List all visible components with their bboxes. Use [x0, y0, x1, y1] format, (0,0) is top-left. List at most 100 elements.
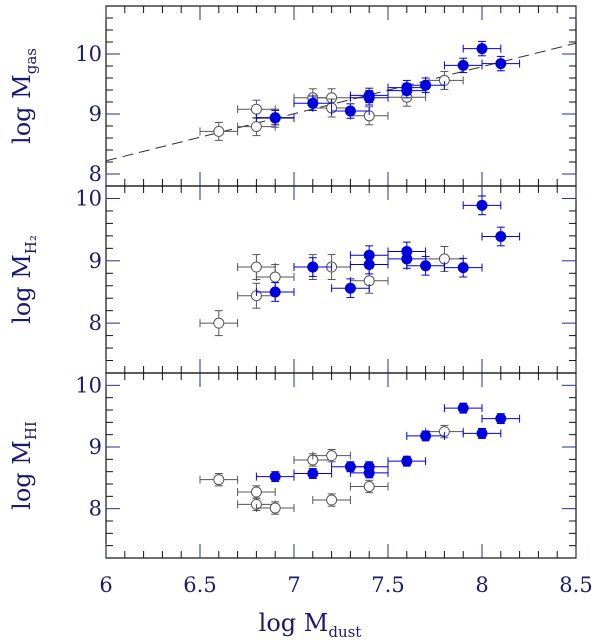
marker-open [269, 271, 281, 283]
data-point [255, 501, 295, 515]
marker-filled [457, 59, 469, 71]
y-tick-label: 8 [89, 162, 102, 186]
y-axis-title-main: log M [8, 254, 36, 324]
panel-bottom: 8 9 10 log MHI [8, 372, 577, 559]
data-point [312, 493, 351, 507]
data-area [106, 40, 576, 162]
panel-top: 8 9 10 log Mgas [8, 5, 577, 187]
marker-filled [363, 89, 375, 101]
panel-frame [105, 372, 577, 559]
data-point [199, 473, 239, 487]
data-point [387, 455, 427, 467]
marker-filled [401, 245, 413, 257]
marker-filled [495, 413, 507, 425]
y-axis-title: log MHI [8, 421, 40, 510]
series-filled [255, 402, 521, 483]
marker-open [250, 486, 262, 498]
x-tick-label: 8 [475, 573, 488, 597]
y-axis-title: log Mgas [8, 48, 40, 144]
data-point [331, 278, 370, 299]
data-point [237, 485, 276, 499]
series-filled [255, 195, 521, 302]
marker-open [326, 450, 338, 462]
marker-open [269, 502, 281, 514]
data-point [462, 195, 502, 216]
data-point [349, 461, 389, 473]
data-point [349, 87, 389, 104]
data-point [387, 241, 427, 262]
marker-filled [420, 79, 432, 91]
marker-filled [344, 105, 356, 117]
data-point [293, 468, 333, 480]
data-point [255, 264, 295, 290]
y-tick-label: 9 [89, 102, 102, 126]
marker-open [250, 121, 262, 133]
x-tick-label: 7.5 [371, 573, 404, 597]
x-tick-label: 8.5 [559, 573, 592, 597]
data-point [255, 109, 295, 126]
marker-open [326, 494, 338, 506]
panel-frame [105, 5, 577, 187]
marker-open [363, 480, 375, 492]
marker-filled [307, 261, 319, 273]
x-axis-title-main: log M [259, 609, 329, 637]
data-point [481, 226, 521, 247]
y-tick-label: 8 [89, 311, 102, 335]
x-axis-title: log Mdust [259, 609, 362, 640]
data-point [349, 245, 389, 266]
marker-filled [476, 199, 488, 211]
marker-filled [307, 468, 319, 480]
data-point [443, 402, 483, 414]
marker-open [213, 125, 225, 137]
y-axis-title-main: log M [8, 440, 36, 510]
data-point [443, 257, 483, 278]
data-point [406, 255, 445, 276]
data-area [199, 402, 521, 515]
x-tick-label: 7 [287, 573, 300, 597]
series-filled [255, 40, 521, 126]
marker-filled [344, 282, 356, 294]
marker-open [213, 317, 225, 329]
marker-filled [457, 262, 469, 274]
panel-middle: 8 9 10 log MH₂ [8, 185, 577, 374]
data-point [462, 427, 502, 439]
y-axis-title: log MH₂ [8, 235, 40, 324]
marker-open [213, 474, 225, 486]
data-area [199, 195, 521, 337]
data-point [406, 77, 445, 93]
data-point [199, 121, 239, 141]
data-point [255, 471, 295, 483]
y-axis-title-sub: H₂ [22, 235, 40, 254]
y-axis-title-sub: gas [22, 48, 40, 74]
x-tick-label: 6.5 [183, 573, 216, 597]
y-tick-label: 10 [75, 186, 102, 210]
y-axis-title-sub: HI [22, 421, 40, 440]
marker-filled [269, 471, 281, 483]
x-tick-label: 6 [99, 573, 112, 597]
marker-filled [457, 402, 469, 414]
data-point [293, 95, 333, 111]
y-tick-label: 9 [89, 249, 102, 273]
marker-filled [269, 112, 281, 124]
y-tick-label: 10 [75, 42, 102, 66]
data-point [199, 310, 239, 337]
data-point [481, 413, 521, 425]
marker-filled [476, 43, 488, 55]
data-point [312, 448, 351, 463]
marker-filled [420, 260, 432, 272]
data-point [349, 479, 389, 494]
data-point [331, 103, 370, 119]
x-tick-labels: 6 6.5 7 7.5 8 8.5 [99, 573, 592, 597]
data-point [406, 430, 445, 442]
marker-filled [420, 430, 432, 442]
marker-filled [269, 286, 281, 298]
marker-filled [495, 58, 507, 70]
marker-filled [307, 97, 319, 109]
marker-filled [363, 249, 375, 261]
data-point [462, 40, 502, 57]
data-point [237, 254, 276, 280]
marker-open [250, 103, 262, 115]
x-axis-title-sub: dust [328, 623, 361, 640]
